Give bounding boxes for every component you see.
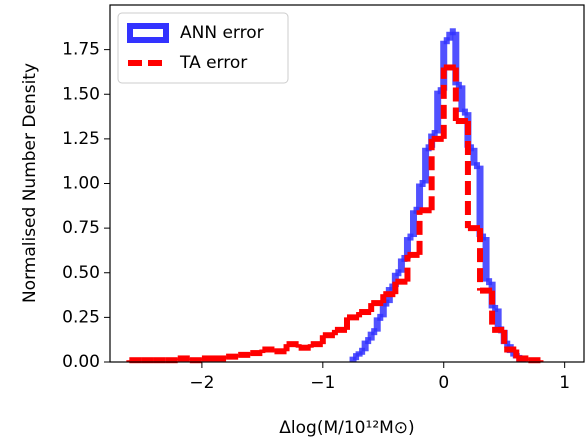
y-tick-label: 0.50 [62,263,100,283]
y-tick-label: 0.75 [62,218,100,238]
y-tick-label: 1.25 [62,129,100,149]
y-axis-label: Normalised Number Density [20,63,40,303]
x-tick-label: −1 [310,373,335,393]
x-tick-label: 0 [438,373,449,393]
y-tick-label: 1.00 [62,174,100,194]
histogram-series [349,28,526,362]
legend-label: ANN error [180,23,264,43]
y-tick-label: 1.50 [62,84,100,104]
y-tick-label: 1.75 [62,40,100,60]
x-tick-label: −2 [189,373,214,393]
legend-swatch [127,23,169,43]
x-tick-label: 1 [559,373,570,393]
y-tick-label: 0.00 [62,352,100,372]
legend-label: TA error [179,53,247,73]
x-axis-label: Δlog(M/10¹²M⊙) [279,418,414,438]
y-tick-label: 0.25 [62,307,100,327]
